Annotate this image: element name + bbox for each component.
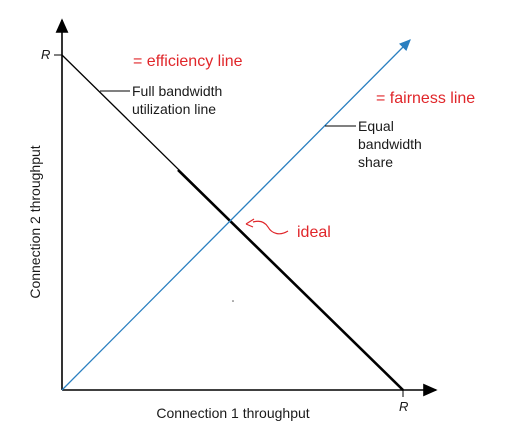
full-bandwidth-label-line1: Full bandwidth — [132, 83, 222, 99]
fairness-annotation: = fairness line — [376, 90, 475, 107]
ideal-annotation: ideal — [297, 224, 331, 241]
full-bandwidth-label-line2: utilization line — [132, 101, 216, 117]
x-axis-max-label: R — [399, 399, 408, 414]
ideal-arrow-head — [245, 218, 255, 228]
y-axis-title: Connection 2 throughput — [27, 145, 43, 298]
fairness-line — [61, 39, 411, 391]
stray-dot — [232, 300, 234, 302]
efficiency-line-segment-bold — [177, 169, 404, 391]
x-axis-title: Connection 1 throughput — [156, 405, 309, 421]
equal-share-label-line1: Equal — [358, 118, 394, 134]
y-axis-max-label: R — [41, 47, 50, 62]
ideal-arrow — [252, 220, 289, 235]
equal-share-label-line3: share — [358, 154, 393, 170]
efficiency-annotation: = efficiency line — [133, 53, 243, 70]
equal-share-label-line2: bandwidth — [358, 136, 422, 152]
